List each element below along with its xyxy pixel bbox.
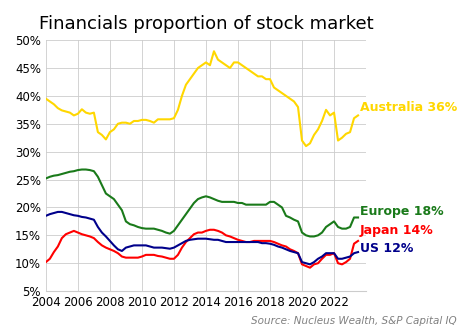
Text: Source: Nucleus Wealth, S&P Capital IQ: Source: Nucleus Wealth, S&P Capital IQ [251,316,457,326]
Title: Financials proportion of stock market: Financials proportion of stock market [39,15,374,33]
Text: US 12%: US 12% [360,242,413,255]
Text: Japan 14%: Japan 14% [360,224,433,237]
Text: Australia 36%: Australia 36% [360,101,457,114]
Text: Europe 18%: Europe 18% [360,205,443,218]
